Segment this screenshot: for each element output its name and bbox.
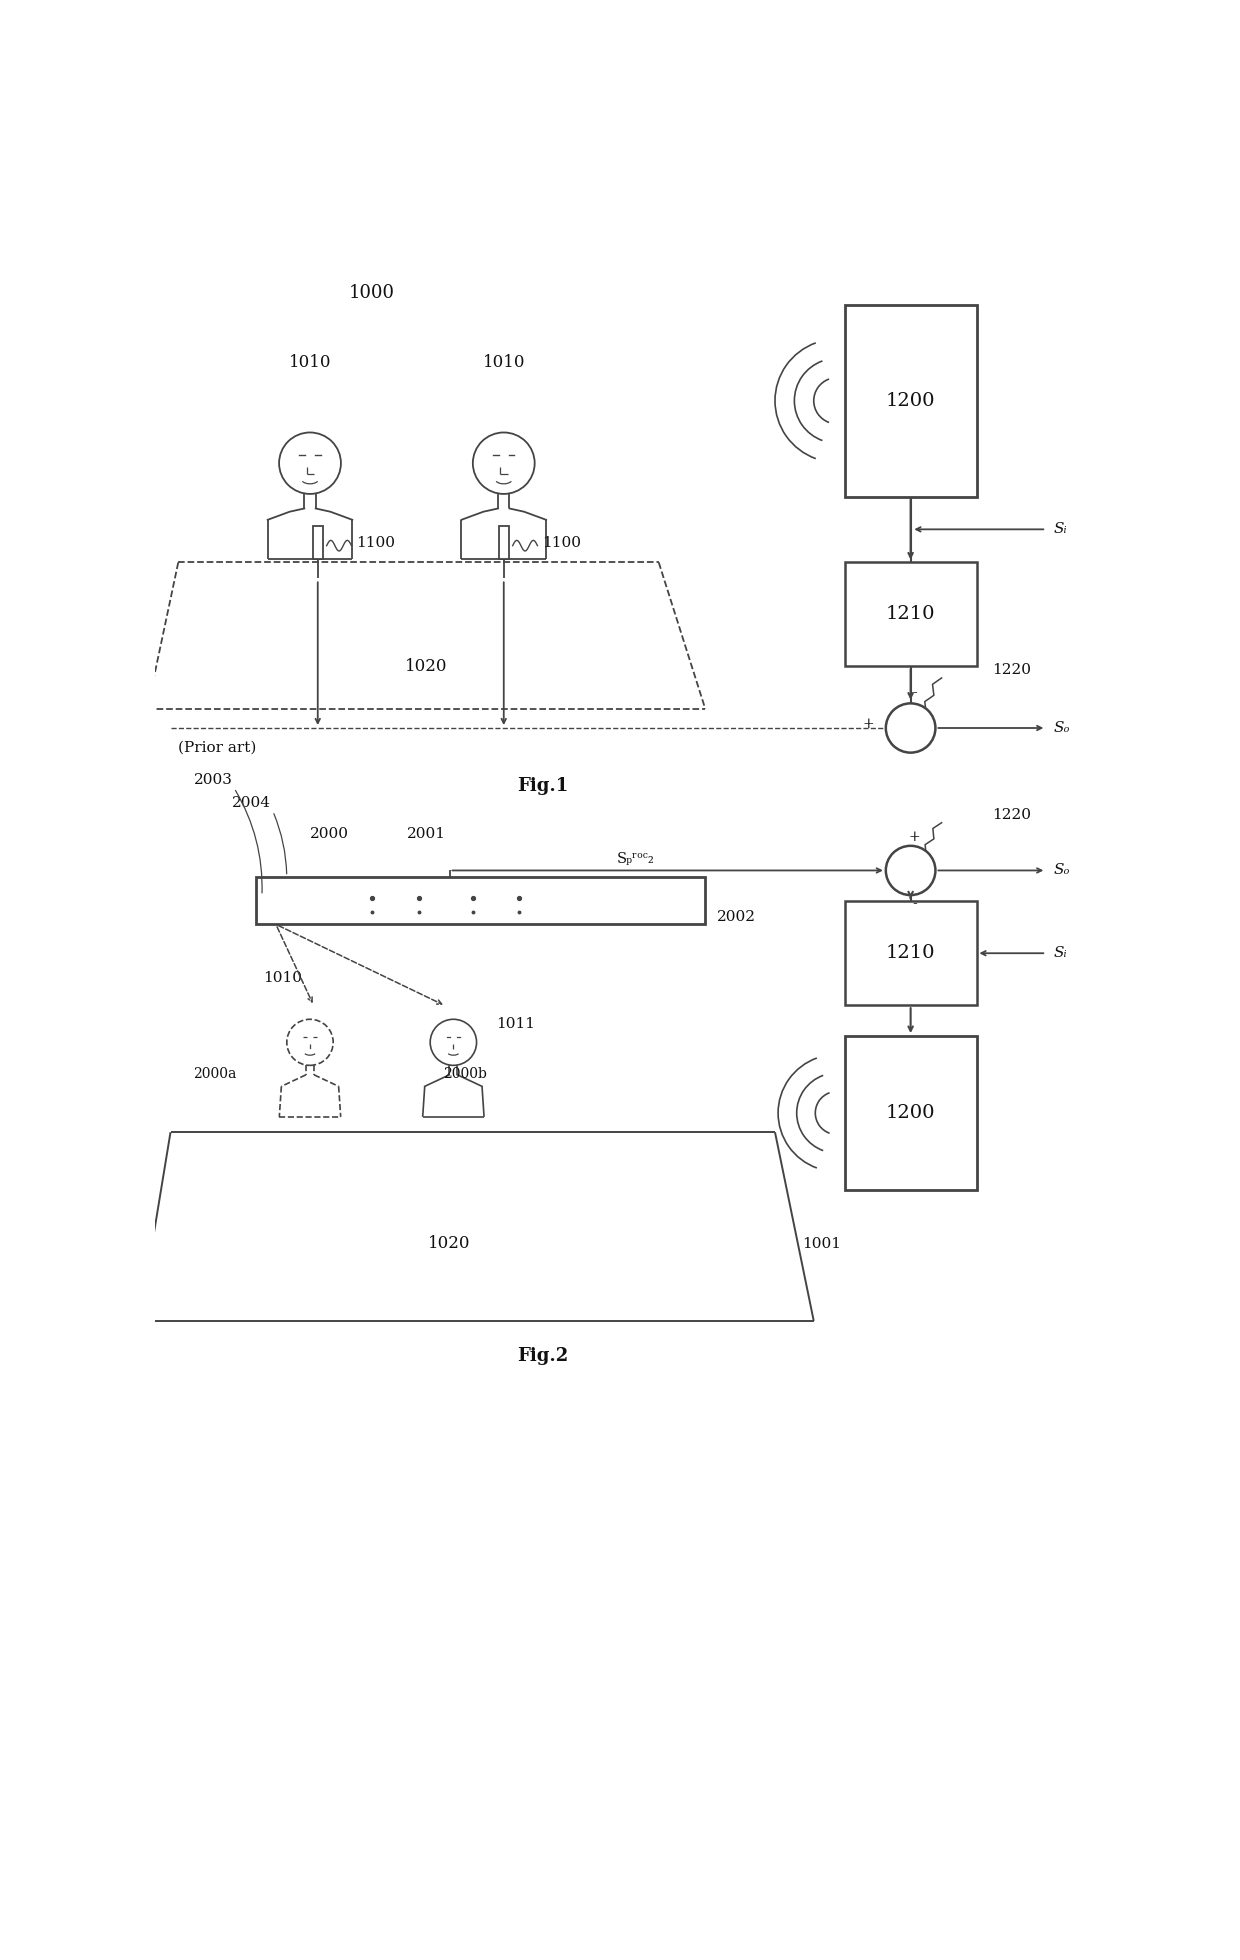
Text: 1200: 1200 bbox=[885, 1103, 935, 1121]
Text: 1220: 1220 bbox=[992, 808, 1030, 821]
Bar bbox=[844, 563, 977, 666]
Text: -: - bbox=[913, 898, 916, 911]
Text: 2003: 2003 bbox=[193, 774, 233, 788]
Text: +: + bbox=[862, 717, 874, 731]
Text: (Prior art): (Prior art) bbox=[179, 741, 257, 755]
Bar bbox=[844, 902, 977, 1005]
Text: 1200: 1200 bbox=[885, 392, 935, 410]
Text: +: + bbox=[909, 829, 920, 843]
Text: 1001: 1001 bbox=[802, 1237, 841, 1250]
Text: Sᵢ: Sᵢ bbox=[1054, 523, 1068, 537]
Text: Sₒ: Sₒ bbox=[1054, 864, 1070, 878]
Text: 1010: 1010 bbox=[482, 353, 525, 370]
Text: Sₒ: Sₒ bbox=[1054, 721, 1070, 735]
Text: 2002: 2002 bbox=[717, 909, 756, 923]
Bar bbox=[312, 527, 322, 559]
Text: 1220: 1220 bbox=[992, 662, 1030, 678]
Circle shape bbox=[885, 704, 935, 753]
Text: 1000: 1000 bbox=[348, 284, 396, 302]
Bar bbox=[844, 304, 977, 498]
Text: -: - bbox=[913, 686, 916, 700]
Text: 1100: 1100 bbox=[543, 537, 582, 551]
Bar bbox=[255, 876, 706, 925]
Text: 1010: 1010 bbox=[263, 972, 303, 986]
Text: Fig.2: Fig.2 bbox=[517, 1347, 568, 1364]
Text: 2000a: 2000a bbox=[193, 1068, 237, 1082]
Text: 2004: 2004 bbox=[232, 796, 272, 811]
Text: 1210: 1210 bbox=[885, 945, 935, 962]
Text: 1011: 1011 bbox=[496, 1017, 534, 1031]
Text: Sₚʳᵒᶜ₂: Sₚʳᵒᶜ₂ bbox=[616, 853, 655, 866]
Text: 1210: 1210 bbox=[885, 606, 935, 623]
Text: 2001: 2001 bbox=[407, 827, 445, 841]
Bar bbox=[844, 1037, 977, 1190]
Text: Fig.1: Fig.1 bbox=[517, 776, 568, 794]
Text: 1100: 1100 bbox=[357, 537, 396, 551]
Circle shape bbox=[885, 847, 935, 896]
Bar bbox=[498, 527, 508, 559]
Text: 1020: 1020 bbox=[428, 1235, 471, 1252]
Text: 2000: 2000 bbox=[310, 827, 348, 841]
Text: 1010: 1010 bbox=[289, 353, 331, 370]
Text: Sᵢ: Sᵢ bbox=[1054, 947, 1068, 960]
Text: 2000b: 2000b bbox=[443, 1068, 487, 1082]
Text: 1020: 1020 bbox=[405, 659, 448, 674]
